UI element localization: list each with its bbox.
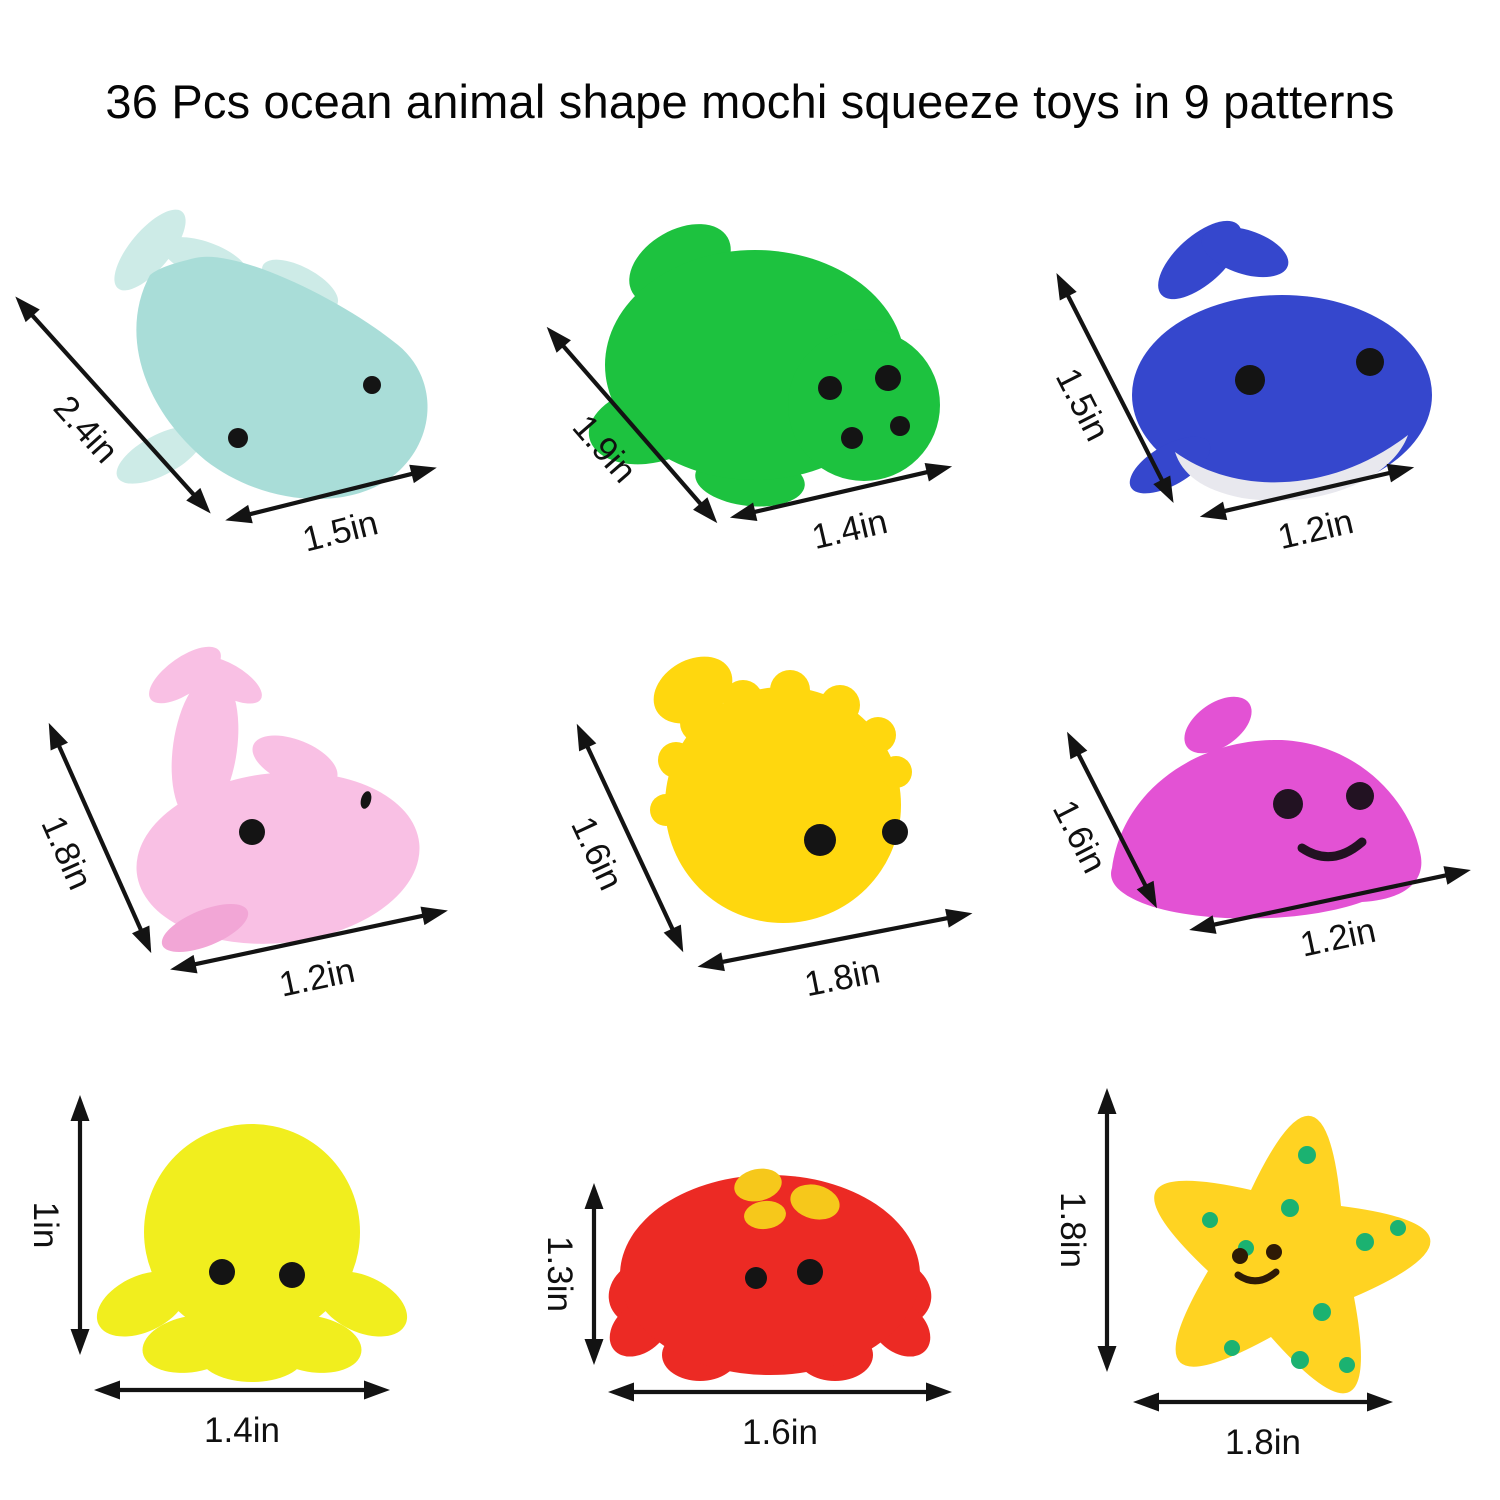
green-turtle-eye	[875, 365, 901, 391]
yellow-octopus-eye	[279, 1262, 305, 1288]
blue-whale-illustration	[1129, 220, 1432, 501]
pink-dolphin-side-dimension-arrow: 1.8in	[33, 722, 152, 954]
toy-cell-blue-dolphin: 2.4in 1.5in	[0, 180, 500, 620]
pink-dolphin-side-dimension-label: 1.8in	[33, 810, 100, 895]
pink-dolphin-width-dimension-arrow: 1.2in	[170, 906, 448, 1005]
yellow-pufferfish-illustration	[650, 656, 912, 923]
toy-cell-pink-dolphin: 1.8in 1.2in	[0, 620, 500, 1060]
green-turtle-nostril	[841, 427, 863, 449]
red-crab-side-dimension-arrow: 1.3in	[540, 1183, 604, 1365]
red-crab-eye	[745, 1267, 767, 1289]
yellow-starfish-side-dimension-label: 1.8in	[1053, 1192, 1092, 1268]
red-crab-spot	[734, 1168, 782, 1202]
blue-dolphin-figure: 2.4in 1.5in	[15, 209, 437, 559]
yellow-starfish-dot	[1339, 1357, 1355, 1373]
red-crab-side-dimension-label: 1.3in	[540, 1236, 579, 1312]
blue-whale-eye	[1356, 348, 1384, 376]
yellow-starfish-dot	[1313, 1303, 1331, 1321]
yellow-starfish-width-dimension-arrow: 1.8in	[1133, 1392, 1393, 1462]
yellow-starfish-side-dimension-arrow: 1.8in	[1053, 1088, 1117, 1372]
yellow-octopus-side-dimension-label: 1in	[26, 1202, 65, 1249]
yellow-starfish-dot	[1390, 1220, 1406, 1236]
yellow-starfish-dot	[1202, 1212, 1218, 1228]
blue-dolphin-illustration	[114, 209, 428, 500]
blue-dolphin-width-dimension-label: 1.5in	[299, 503, 382, 559]
purple-ray-figure: 1.6in 1.2in	[1045, 696, 1471, 965]
yellow-starfish-smile	[1234, 1268, 1280, 1285]
yellow-starfish-eye	[1266, 1244, 1282, 1260]
red-crab-spot	[744, 1200, 786, 1230]
purple-ray-smile	[1297, 837, 1367, 862]
yellow-pufferfish-width-dimension-label: 1.8in	[801, 951, 883, 1004]
green-turtle-nostril	[890, 416, 910, 436]
red-crab-illustration	[608, 1168, 932, 1381]
blue-dolphin-eye	[363, 376, 381, 394]
pink-dolphin-eye	[360, 791, 372, 809]
purple-ray-illustration	[1111, 696, 1422, 919]
green-turtle-eye	[818, 376, 842, 400]
toy-cell-blue-whale: 1.5in 1.2in	[1000, 180, 1500, 620]
toy-cell-yellow-pufferfish: 1.6in 1.8in	[500, 620, 1000, 1060]
blue-dolphin-side-dimension-label: 2.4in	[46, 388, 126, 471]
yellow-pufferfish-side-dimension-label: 1.6in	[563, 811, 630, 896]
yellow-pufferfish-eye	[882, 819, 908, 845]
toy-cell-purple-ray: 1.6in 1.2in	[1000, 620, 1500, 1060]
red-crab-figure: 1.3in 1.6in	[540, 1168, 952, 1452]
pink-dolphin-width-dimension-label: 1.2in	[276, 951, 358, 1005]
pink-dolphin-figure: 1.8in 1.2in	[33, 646, 448, 1005]
red-crab-width-dimension-label: 1.6in	[742, 1413, 818, 1452]
green-turtle-width-dimension-label: 1.4in	[808, 502, 891, 557]
blue-dolphin-eye	[228, 428, 248, 448]
yellow-starfish-dot	[1281, 1199, 1299, 1217]
red-crab-width-dimension-arrow: 1.6in	[608, 1382, 952, 1452]
green-turtle-figure: 1.9in 1.4in	[546, 224, 953, 557]
yellow-starfish-width-dimension-label: 1.8in	[1225, 1423, 1301, 1462]
pink-dolphin-illustration	[136, 646, 420, 952]
yellow-pufferfish-eye	[804, 824, 836, 856]
blue-whale-figure: 1.5in 1.2in	[1048, 220, 1432, 557]
yellow-octopus-eye	[209, 1259, 235, 1285]
yellow-starfish-eye	[1232, 1248, 1248, 1264]
toy-cell-yellow-octopus: 1in 1.4in	[0, 1060, 500, 1500]
blue-whale-eye	[1235, 365, 1265, 395]
yellow-starfish-dot	[1356, 1233, 1374, 1251]
purple-ray-eye	[1273, 789, 1303, 819]
toy-grid: 2.4in 1.5in	[0, 180, 1500, 1500]
yellow-octopus-width-dimension-arrow: 1.4in	[94, 1380, 390, 1450]
yellow-octopus-side-dimension-arrow: 1in	[26, 1095, 90, 1355]
red-crab-eye	[797, 1259, 823, 1285]
yellow-starfish-figure: 1.8in 1.8in	[1053, 1088, 1431, 1462]
yellow-starfish-dot	[1298, 1146, 1316, 1164]
green-turtle-illustration	[588, 224, 940, 507]
blue-whale-width-dimension-label: 1.2in	[1274, 502, 1357, 557]
yellow-octopus-width-dimension-label: 1.4in	[204, 1411, 280, 1450]
yellow-starfish-dot	[1291, 1351, 1309, 1369]
red-crab-spot	[790, 1184, 840, 1220]
yellow-octopus-illustration	[96, 1124, 408, 1382]
toy-cell-green-turtle: 1.9in 1.4in	[500, 180, 1000, 620]
yellow-starfish-illustration	[1154, 1115, 1431, 1394]
toy-cell-red-crab: 1.3in 1.6in	[500, 1060, 1000, 1500]
yellow-pufferfish-width-dimension-arrow: 1.8in	[697, 908, 973, 1004]
yellow-octopus-figure: 1in 1.4in	[26, 1095, 408, 1450]
toy-cell-yellow-starfish: 1.8in 1.8in	[1000, 1060, 1500, 1500]
yellow-pufferfish-figure: 1.6in 1.8in	[563, 656, 973, 1004]
purple-ray-width-dimension-label: 1.2in	[1297, 911, 1379, 965]
pink-dolphin-eye	[239, 819, 265, 845]
purple-ray-eye	[1346, 782, 1374, 810]
yellow-starfish-dot	[1224, 1340, 1240, 1356]
page-title: 36 Pcs ocean animal shape mochi squeeze …	[105, 75, 1395, 128]
